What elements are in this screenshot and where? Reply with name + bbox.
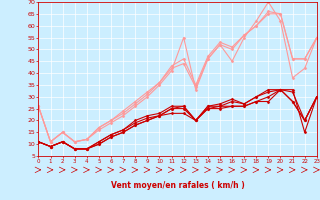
X-axis label: Vent moyen/en rafales ( km/h ): Vent moyen/en rafales ( km/h ) [111, 181, 244, 190]
